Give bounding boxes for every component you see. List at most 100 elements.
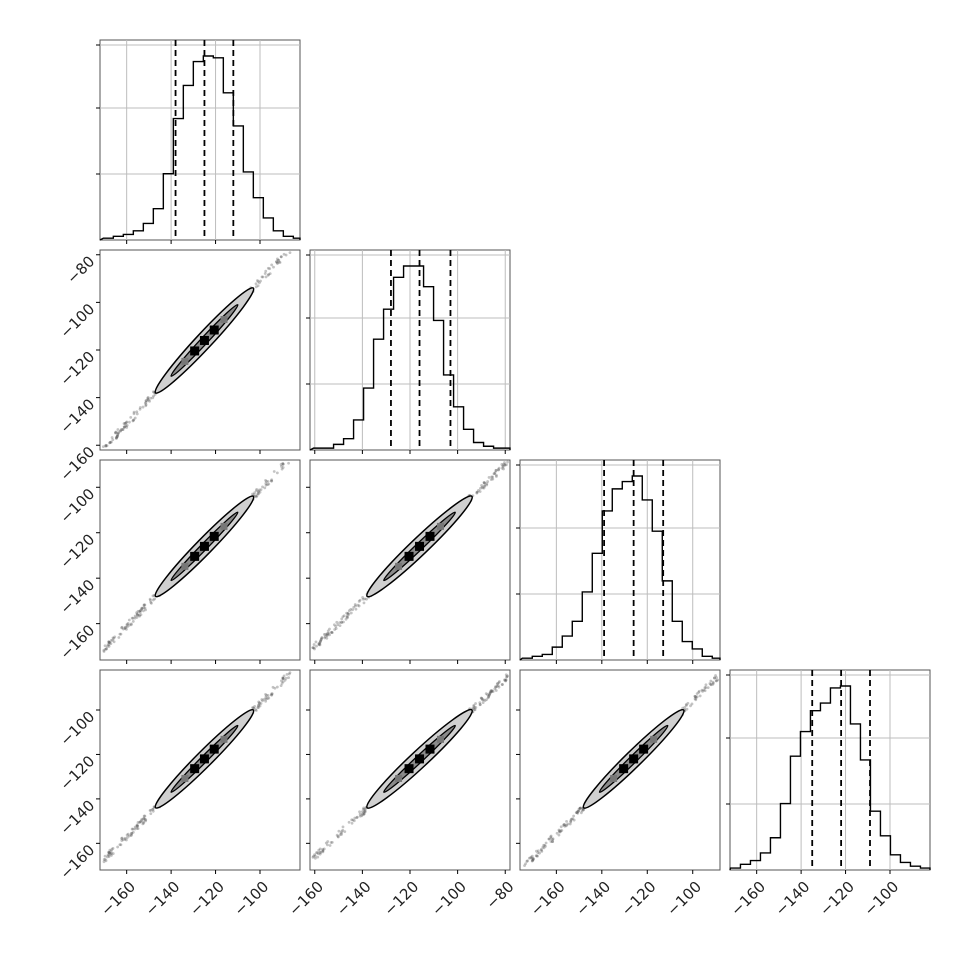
sample-point xyxy=(151,598,155,602)
sample-point xyxy=(328,844,332,847)
sample-point xyxy=(106,643,110,646)
sample-point xyxy=(480,696,483,700)
sample-point xyxy=(502,467,505,471)
sample-point xyxy=(273,686,277,690)
sample-point xyxy=(494,685,497,689)
sample-point xyxy=(506,460,509,464)
sample-point xyxy=(712,676,716,680)
sample-point xyxy=(281,676,285,680)
sample-point xyxy=(149,396,153,400)
sample-point xyxy=(683,705,687,709)
sample-point xyxy=(121,428,125,431)
sample-point xyxy=(504,678,508,682)
sample-point xyxy=(693,695,697,698)
sample-point xyxy=(319,640,322,643)
sample-point xyxy=(473,708,477,712)
sample-point xyxy=(281,462,285,466)
sample-point xyxy=(482,698,485,702)
sample-point xyxy=(264,481,268,485)
density-cell xyxy=(425,744,435,754)
sample-point xyxy=(490,475,494,479)
sample-point xyxy=(313,856,317,860)
sample-point xyxy=(151,807,155,811)
sample-point xyxy=(255,494,259,498)
sample-point xyxy=(278,261,282,264)
sample-point xyxy=(268,272,272,275)
sample-point xyxy=(280,465,283,468)
sample-point xyxy=(490,689,494,693)
sample-point xyxy=(261,699,264,703)
sample-point xyxy=(264,479,267,482)
sample-point xyxy=(103,647,107,651)
sample-point xyxy=(129,622,133,626)
sample-point xyxy=(581,808,585,812)
sample-point xyxy=(321,850,325,854)
sample-point xyxy=(112,636,116,640)
sample-point xyxy=(253,705,257,708)
sample-point xyxy=(360,814,364,818)
sample-point xyxy=(506,674,509,678)
sample-point xyxy=(109,852,113,856)
x-tick-label: −160 xyxy=(727,878,769,920)
sample-point xyxy=(500,463,504,466)
sample-point xyxy=(130,616,134,620)
sample-point xyxy=(558,830,562,834)
sample-point xyxy=(142,817,146,821)
sample-point xyxy=(328,633,331,637)
sample-point xyxy=(113,635,117,639)
sample-point xyxy=(340,621,344,625)
sample-point xyxy=(328,627,331,631)
sample-point xyxy=(262,698,266,701)
sample-point xyxy=(318,847,322,851)
sample-point xyxy=(118,843,122,847)
sample-point xyxy=(140,607,144,610)
sample-point xyxy=(568,822,572,826)
sample-point xyxy=(266,694,270,697)
sample-point xyxy=(487,694,491,698)
sample-point xyxy=(124,626,127,629)
sample-point xyxy=(538,851,541,855)
y-tick-label: −100 xyxy=(57,708,99,750)
sample-point xyxy=(281,676,285,680)
sample-point xyxy=(316,855,320,859)
sample-point xyxy=(132,418,135,422)
sample-point xyxy=(313,853,316,857)
sample-point xyxy=(143,401,147,405)
sample-point xyxy=(703,689,707,693)
sample-point xyxy=(275,257,279,261)
sample-point xyxy=(115,436,118,440)
sample-point xyxy=(153,597,157,601)
density-cell xyxy=(181,357,189,365)
sample-point xyxy=(531,859,534,863)
sample-point xyxy=(123,426,126,429)
density-cell xyxy=(209,531,219,541)
sample-point xyxy=(529,856,533,860)
sample-point xyxy=(139,820,143,824)
sample-point xyxy=(346,616,349,620)
sample-point xyxy=(270,692,274,696)
sample-point xyxy=(111,438,115,442)
sample-point xyxy=(107,855,111,859)
sample-point xyxy=(259,488,263,492)
sample-point xyxy=(478,490,482,493)
x-tick-label: −100 xyxy=(861,878,903,920)
y-tick-label: −140 xyxy=(57,576,99,618)
sample-point xyxy=(579,806,582,810)
sample-point xyxy=(264,275,268,279)
sample-point xyxy=(325,636,329,640)
sample-point xyxy=(338,833,342,837)
sample-point xyxy=(109,440,113,444)
y-tick-label: −100 xyxy=(57,300,99,342)
density-cell xyxy=(425,531,435,541)
sample-point xyxy=(264,693,267,696)
sample-point xyxy=(486,480,490,483)
sample-point xyxy=(346,612,350,616)
sample-point xyxy=(123,627,127,631)
sample-point xyxy=(363,808,367,812)
sample-point xyxy=(122,627,125,631)
sample-point xyxy=(544,844,547,848)
sample-point xyxy=(138,406,142,409)
sample-point xyxy=(257,489,261,493)
sample-point xyxy=(472,704,476,708)
sample-point xyxy=(118,632,122,636)
